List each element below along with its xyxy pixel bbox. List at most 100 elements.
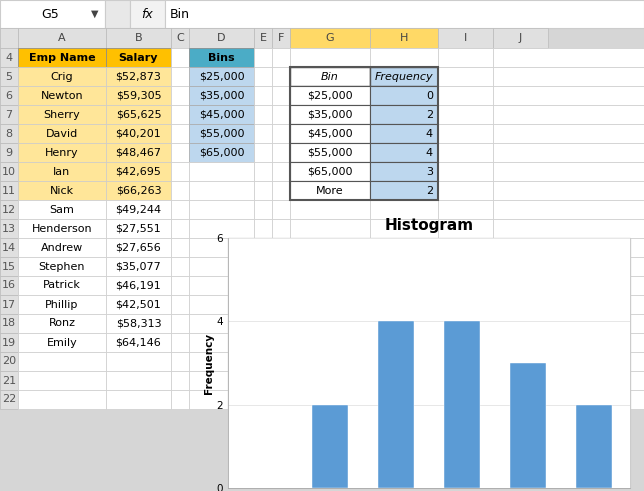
Bar xyxy=(106,276,171,295)
Bar xyxy=(272,238,290,257)
Bar xyxy=(0,181,18,200)
Bar xyxy=(254,48,272,67)
Bar xyxy=(290,238,370,257)
Bar xyxy=(0,48,18,67)
Bar xyxy=(18,28,106,48)
Text: Phillip: Phillip xyxy=(45,300,79,309)
Bar xyxy=(254,257,272,276)
Bar xyxy=(18,219,106,238)
Bar xyxy=(493,143,644,162)
Bar xyxy=(493,48,644,67)
Bar xyxy=(189,257,254,276)
Bar xyxy=(438,105,493,124)
Bar xyxy=(106,314,171,333)
Text: Henderson: Henderson xyxy=(32,223,92,234)
Bar xyxy=(370,143,438,162)
Bar xyxy=(171,333,189,352)
Bar xyxy=(0,200,18,219)
Bar xyxy=(254,371,272,390)
Bar xyxy=(290,28,370,48)
Text: $66,263: $66,263 xyxy=(116,186,161,195)
Text: $55,000: $55,000 xyxy=(307,147,353,158)
Bar xyxy=(290,333,370,352)
Bar xyxy=(370,200,438,219)
Text: 8: 8 xyxy=(5,129,13,138)
Bar xyxy=(18,276,106,295)
Bar xyxy=(0,314,18,333)
Bar xyxy=(171,295,189,314)
Bar xyxy=(171,371,189,390)
Bar xyxy=(438,333,493,352)
Bar xyxy=(0,162,18,181)
Bar xyxy=(370,162,438,181)
Bar xyxy=(106,390,171,409)
Bar xyxy=(290,181,370,200)
Bar xyxy=(171,238,189,257)
Bar xyxy=(189,333,254,352)
Bar xyxy=(290,257,370,276)
Bar xyxy=(493,86,644,105)
Bar xyxy=(290,105,370,124)
Text: 2: 2 xyxy=(426,109,433,119)
Text: 6: 6 xyxy=(6,90,12,101)
Bar xyxy=(438,124,493,143)
Bar xyxy=(171,314,189,333)
Bar xyxy=(0,390,18,409)
Bar xyxy=(493,200,644,219)
Text: $52,873: $52,873 xyxy=(115,72,162,82)
Bar xyxy=(228,238,630,488)
Text: $49,244: $49,244 xyxy=(115,204,162,215)
Bar xyxy=(18,257,106,276)
Text: $48,467: $48,467 xyxy=(115,147,162,158)
Bar xyxy=(370,390,438,409)
Bar xyxy=(165,0,644,28)
Text: C: C xyxy=(176,33,184,43)
Text: $25,000: $25,000 xyxy=(199,72,244,82)
Bar xyxy=(189,181,254,200)
Text: $59,305: $59,305 xyxy=(116,90,161,101)
Bar xyxy=(438,86,493,105)
Bar xyxy=(290,143,370,162)
Bar xyxy=(272,143,290,162)
Text: 16: 16 xyxy=(2,280,16,291)
Bar xyxy=(18,295,106,314)
Bar xyxy=(576,405,612,488)
Text: Patrick: Patrick xyxy=(43,280,81,291)
Bar xyxy=(189,28,254,48)
Bar xyxy=(189,390,254,409)
Bar xyxy=(272,257,290,276)
Text: ▼: ▼ xyxy=(91,9,99,19)
Bar xyxy=(272,181,290,200)
Text: 7: 7 xyxy=(5,109,13,119)
Bar xyxy=(18,371,106,390)
Bar xyxy=(438,371,493,390)
Bar xyxy=(18,200,106,219)
Text: 20: 20 xyxy=(2,356,16,366)
Text: Henry: Henry xyxy=(45,147,79,158)
Text: $55,000: $55,000 xyxy=(199,129,244,138)
Bar xyxy=(370,333,438,352)
Bar xyxy=(370,105,438,124)
Bar xyxy=(290,67,370,86)
Bar xyxy=(370,124,438,143)
Bar xyxy=(254,276,272,295)
Bar xyxy=(171,143,189,162)
Bar xyxy=(106,200,171,219)
Bar xyxy=(254,200,272,219)
Bar xyxy=(189,371,254,390)
Text: 11: 11 xyxy=(2,186,16,195)
Bar xyxy=(254,28,272,48)
Text: Bins: Bins xyxy=(208,53,235,62)
Bar xyxy=(493,67,644,86)
Bar xyxy=(493,219,644,238)
Bar xyxy=(290,162,370,181)
Bar xyxy=(272,162,290,181)
Bar xyxy=(0,276,18,295)
Bar xyxy=(18,124,106,143)
Text: $65,625: $65,625 xyxy=(116,109,161,119)
Bar xyxy=(370,238,438,257)
Bar xyxy=(290,390,370,409)
Bar xyxy=(106,28,171,48)
Bar xyxy=(0,0,644,28)
Bar xyxy=(189,143,254,162)
